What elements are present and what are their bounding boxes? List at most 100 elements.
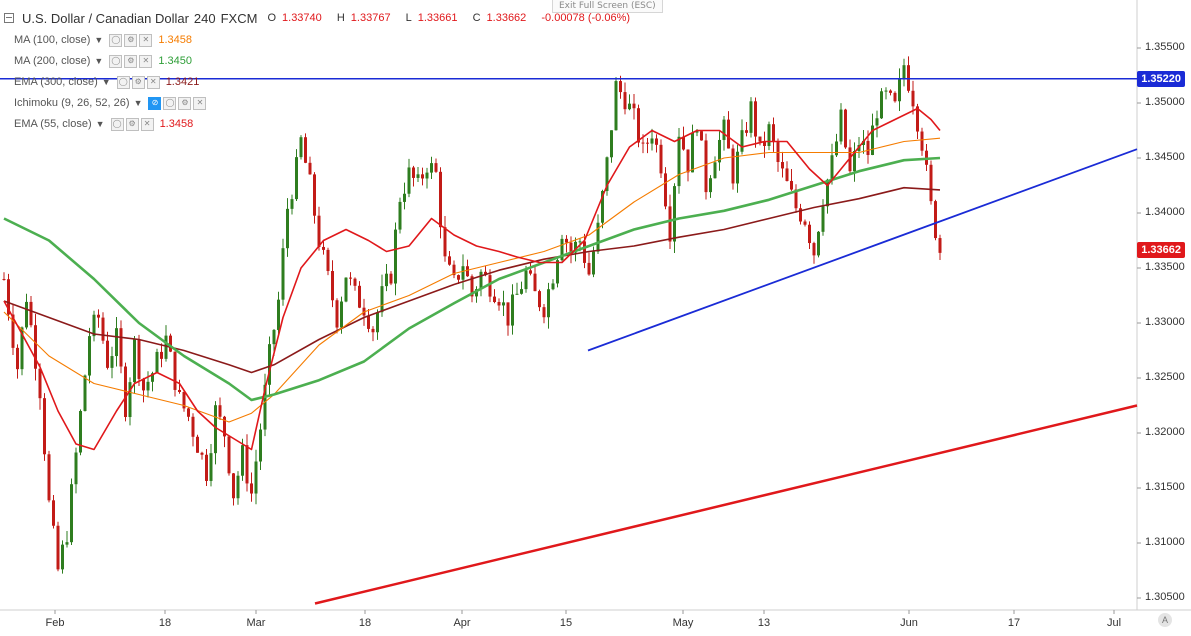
candle-body xyxy=(713,162,717,179)
eye-icon[interactable]: ◯ xyxy=(109,33,123,47)
y-tick-label: 1.33500 xyxy=(1145,261,1185,273)
candle-body xyxy=(2,279,6,280)
candle-body xyxy=(731,148,735,184)
candle-body xyxy=(884,90,888,92)
gear-icon[interactable]: ⚙ xyxy=(124,54,138,68)
close-icon[interactable]: ✕ xyxy=(193,96,207,110)
eye-icon[interactable]: ◯ xyxy=(109,54,123,68)
candle-body xyxy=(556,260,559,284)
interval-label[interactable]: 240 xyxy=(193,10,216,26)
candle-body xyxy=(200,452,204,455)
candle-body xyxy=(268,344,271,385)
chart-settings-button[interactable]: A xyxy=(1158,613,1172,627)
open-value: 1.33740 xyxy=(282,12,322,24)
gear-icon[interactable]: ⚙ xyxy=(131,75,145,89)
candle-body xyxy=(745,130,748,133)
candle-body xyxy=(893,92,897,102)
collapse-legend-icon[interactable] xyxy=(4,13,14,23)
candle-body xyxy=(749,101,753,133)
chevron-down-icon[interactable]: ▼ xyxy=(95,119,105,129)
y-tick-label: 1.34000 xyxy=(1145,206,1185,218)
candle-body xyxy=(70,484,73,543)
candle-body xyxy=(290,199,294,209)
candle-body xyxy=(128,382,132,418)
candle-body xyxy=(425,172,429,179)
candle-body xyxy=(313,174,316,216)
change-value: -0.00078 (-0.06%) xyxy=(541,12,631,24)
candle-body xyxy=(245,445,249,484)
candle-body xyxy=(443,227,447,257)
indicator-ema55[interactable]: EMA (55, close) ▼ ◯ ⚙ ✕ 1.3458 xyxy=(14,115,193,133)
candle-body xyxy=(506,302,510,326)
candle-body xyxy=(695,131,699,133)
candle-body xyxy=(475,289,478,297)
candle-body xyxy=(155,351,159,374)
indicator-ma200[interactable]: MA (200, close) ▼ ◯ ⚙ ✕ 1.3450 xyxy=(14,52,192,70)
x-tick-label: 13 xyxy=(757,617,771,629)
chevron-down-icon[interactable]: ▼ xyxy=(94,35,104,45)
close-icon[interactable]: ✕ xyxy=(139,54,153,68)
indicator-label: MA (100, close) xyxy=(14,34,91,46)
candle-body xyxy=(466,266,469,277)
indicator-value: 1.3421 xyxy=(165,76,200,88)
eye-icon[interactable]: ◯ xyxy=(116,75,130,89)
close-icon[interactable]: ✕ xyxy=(139,33,153,47)
chevron-down-icon[interactable]: ▼ xyxy=(94,56,104,66)
candle-body xyxy=(119,328,123,367)
eye-icon[interactable]: ◯ xyxy=(163,96,177,110)
candle-body xyxy=(907,65,910,91)
candle-body xyxy=(205,454,208,481)
candle-body xyxy=(398,201,402,230)
candle-body xyxy=(587,262,591,275)
candle-body xyxy=(641,142,645,144)
candle-body xyxy=(515,293,519,295)
gear-icon[interactable]: ⚙ xyxy=(178,96,192,110)
candle-body xyxy=(664,173,667,207)
candle-body xyxy=(169,335,172,352)
indicator-ma100[interactable]: MA (100, close) ▼ ◯ ⚙ ✕ 1.3458 xyxy=(14,31,192,49)
candle-body xyxy=(808,224,811,244)
x-tick-label: Jun xyxy=(900,617,918,629)
candle-body xyxy=(61,544,64,570)
candle-body xyxy=(434,163,438,172)
candle-body xyxy=(34,325,37,369)
candle-body xyxy=(565,238,568,243)
candle-body xyxy=(371,328,375,333)
candle-body xyxy=(794,189,798,209)
close-icon[interactable]: ✕ xyxy=(140,117,154,131)
candle-body xyxy=(772,124,775,143)
candle-body xyxy=(830,155,834,180)
candle-body xyxy=(542,307,546,318)
candle-body xyxy=(178,389,181,392)
eye-icon[interactable]: ◯ xyxy=(110,117,124,131)
y-tick-label: 1.32500 xyxy=(1145,371,1185,383)
exit-fullscreen-button[interactable]: Exit Full Screen (ESC) xyxy=(552,0,663,13)
candle-body xyxy=(839,109,843,142)
candle-body xyxy=(875,118,879,126)
candle-body xyxy=(799,208,802,222)
candle-body xyxy=(673,186,676,242)
candle-body xyxy=(574,241,577,253)
gear-icon[interactable]: ⚙ xyxy=(124,33,138,47)
symbol-name[interactable]: U.S. Dollar / Canadian Dollar xyxy=(22,10,189,26)
candle-body xyxy=(142,378,145,391)
hidden-eye-icon[interactable]: ⊘ xyxy=(148,96,162,110)
candle-body xyxy=(385,273,388,287)
candle-body xyxy=(767,124,771,146)
candle-body xyxy=(524,270,528,290)
candle-body xyxy=(614,81,618,131)
y-tick-label: 1.30500 xyxy=(1145,591,1185,603)
candle-body xyxy=(52,500,55,526)
chevron-down-icon[interactable]: ▼ xyxy=(133,98,143,108)
indicator-ichimoku[interactable]: Ichimoku (9, 26, 52, 26) ▼ ⊘ ◯ ⚙ ✕ xyxy=(14,94,208,112)
candle-body xyxy=(416,174,420,178)
chevron-down-icon[interactable]: ▼ xyxy=(101,77,111,87)
gear-icon[interactable]: ⚙ xyxy=(125,117,139,131)
x-tick-label: 15 xyxy=(559,617,573,629)
last-price-label: 1.33662 xyxy=(1137,242,1185,259)
indicator-ema300[interactable]: EMA (300, close) ▼ ◯ ⚙ ✕ 1.3421 xyxy=(14,73,199,91)
candle-body xyxy=(605,157,609,191)
close-icon[interactable]: ✕ xyxy=(146,75,160,89)
